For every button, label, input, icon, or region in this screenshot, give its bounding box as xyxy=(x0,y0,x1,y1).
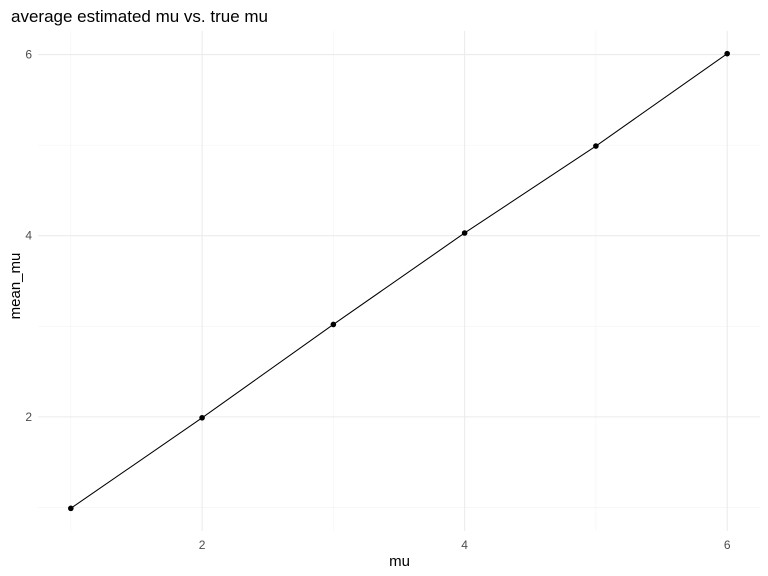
data-point xyxy=(330,321,337,328)
data-point xyxy=(724,50,730,57)
chart-title: average estimated mu vs. true mu xyxy=(11,7,268,26)
y-axis-title: mean_mu xyxy=(7,253,24,320)
x-tick-label: 2 xyxy=(199,538,206,552)
y-tick-label: 2 xyxy=(25,410,32,424)
data-point xyxy=(593,143,599,149)
series-line xyxy=(70,53,728,509)
x-axis-title: mu xyxy=(389,553,410,570)
data-point xyxy=(199,414,205,421)
y-tick-label: 6 xyxy=(25,48,32,62)
plot-panel xyxy=(38,31,760,531)
data-point xyxy=(68,505,74,512)
minor-gridlines xyxy=(38,31,760,531)
x-axis-ticks: 2 4 6 xyxy=(199,538,731,552)
x-tick-label: 4 xyxy=(461,538,468,552)
series-layer xyxy=(70,53,728,509)
x-tick-label: 6 xyxy=(724,538,731,552)
major-gridlines xyxy=(38,31,760,531)
y-tick-label: 4 xyxy=(25,229,32,243)
points-layer xyxy=(68,50,730,512)
y-axis-ticks: 2 4 6 xyxy=(25,48,32,424)
data-point xyxy=(461,230,468,236)
